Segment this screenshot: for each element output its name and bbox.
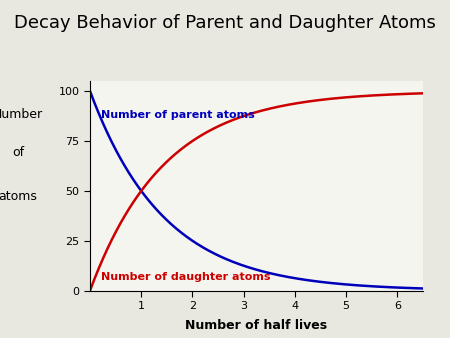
X-axis label: Number of half lives: Number of half lives — [185, 319, 328, 333]
Text: atoms: atoms — [0, 190, 37, 202]
Text: Number of daughter atoms: Number of daughter atoms — [101, 272, 271, 282]
Text: of: of — [12, 146, 24, 159]
Text: Number: Number — [0, 108, 43, 121]
Text: Decay Behavior of Parent and Daughter Atoms: Decay Behavior of Parent and Daughter At… — [14, 14, 436, 31]
Text: Number of parent atoms: Number of parent atoms — [101, 110, 255, 120]
